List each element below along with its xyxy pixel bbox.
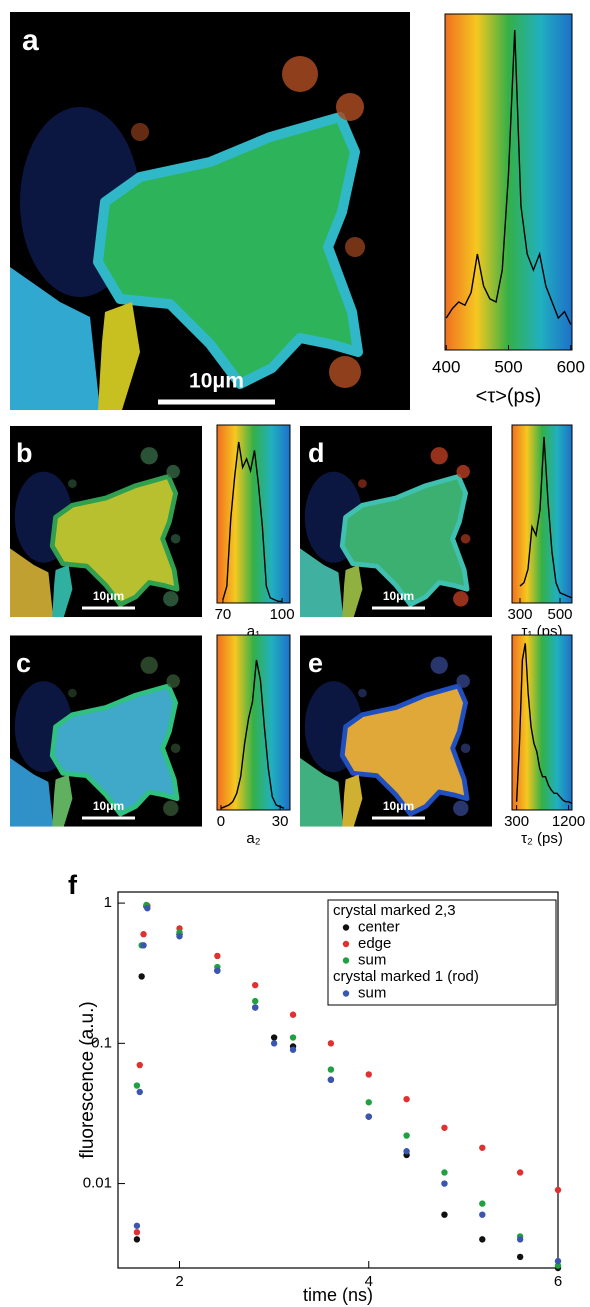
data-point [441,1180,447,1186]
data-point [214,953,220,959]
data-point [138,973,144,979]
x-tick-label: 70 [215,606,232,623]
data-point [328,1077,334,1083]
scale-bar-label: 10μm [189,370,244,393]
x-tick-label: 600 [557,357,585,376]
panel-label: b [16,438,33,468]
data-point [366,1099,372,1105]
colormap-bar [217,635,290,810]
data-point [403,1096,409,1102]
legend-heading: crystal marked 1 (rod) [333,968,479,985]
panel-label: c [16,648,31,678]
legend-label: edge [358,935,391,952]
lifetime-image [300,635,492,826]
x-axis-label: time (ns) [303,1285,373,1305]
colormap-bar [512,635,572,810]
legend-marker [343,941,349,947]
data-point [555,1258,561,1264]
panel-label: e [308,648,323,678]
data-point [134,1236,140,1242]
data-point [290,1047,296,1053]
data-point [479,1236,485,1242]
data-point [140,931,146,937]
data-point [252,998,258,1004]
data-point [176,933,182,939]
page: a10μm400500600<τ>(ps)b10μm70100a₁c10μm03… [0,0,590,1307]
y-axis-label: fluorescence (a.u.) [77,1001,98,1158]
data-point [366,1071,372,1077]
scale-bar-label: 10μm [383,589,414,603]
data-point [271,1034,277,1040]
x-tick-label: 2 [175,1273,183,1290]
data-point [517,1236,523,1242]
x-tick-label: 0 [217,813,225,830]
x-tick-label: 500 [547,606,572,623]
data-point [403,1148,409,1154]
legend-marker [343,957,349,963]
x-axis-label: <τ>(ps) [476,385,542,407]
data-point [403,1132,409,1138]
scale-bar-label: 10μm [93,589,124,603]
legend-marker [343,990,349,996]
lifetime-image [10,12,410,410]
y-tick-label: 0.01 [83,1175,112,1192]
data-point [137,1089,143,1095]
data-point [134,1229,140,1235]
data-point [555,1187,561,1193]
data-point [328,1040,334,1046]
scale-bar-label: 10μm [93,799,124,813]
data-point [214,967,220,973]
data-point [441,1125,447,1131]
figure: a10μm400500600<τ>(ps)b10μm70100a₁c10μm03… [0,0,590,1307]
x-axis-label: a₂ [246,830,260,847]
data-point [517,1169,523,1175]
data-point [140,942,146,948]
x-axis-label: τ₂ (ps) [521,830,563,847]
colormap-bar [512,425,572,603]
x-tick-label: 500 [494,357,522,376]
data-point [479,1211,485,1217]
lifetime-image [10,635,202,826]
data-point [271,1040,277,1046]
data-point [252,982,258,988]
data-point [134,1223,140,1229]
data-point [479,1200,485,1206]
data-point [252,1004,258,1010]
x-tick-label: 400 [432,357,460,376]
legend-label: center [358,918,400,935]
x-tick-label: 300 [507,606,532,623]
x-tick-label: 1200 [552,813,585,830]
data-point [441,1211,447,1217]
legend-label: sum [358,984,386,1001]
data-point [517,1254,523,1260]
legend-heading: crystal marked 2,3 [333,902,456,919]
x-tick-label: 30 [272,813,289,830]
data-point [290,1034,296,1040]
data-point [290,1012,296,1018]
x-tick-label: 300 [504,813,529,830]
panel-label: f [68,870,78,900]
data-point [479,1145,485,1151]
panel-label: d [308,438,325,468]
y-tick-label: 1 [104,894,112,911]
panel-label: a [22,24,39,57]
x-tick-label: 100 [270,606,295,623]
data-point [366,1113,372,1119]
data-point [144,905,150,911]
data-point [137,1062,143,1068]
data-point [328,1066,334,1072]
data-point [134,1082,140,1088]
x-tick-label: 6 [554,1273,562,1290]
data-point [441,1169,447,1175]
scale-bar-label: 10μm [383,799,414,813]
legend-label: sum [358,951,386,968]
legend-marker [343,924,349,930]
